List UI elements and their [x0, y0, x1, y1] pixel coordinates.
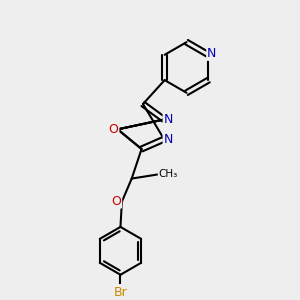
- Text: N: N: [207, 47, 217, 60]
- Text: N: N: [164, 113, 173, 126]
- Text: N: N: [164, 133, 173, 146]
- Text: Br: Br: [114, 286, 127, 299]
- Text: O: O: [109, 123, 118, 136]
- Text: O: O: [111, 195, 121, 208]
- Text: CH₃: CH₃: [159, 169, 178, 179]
